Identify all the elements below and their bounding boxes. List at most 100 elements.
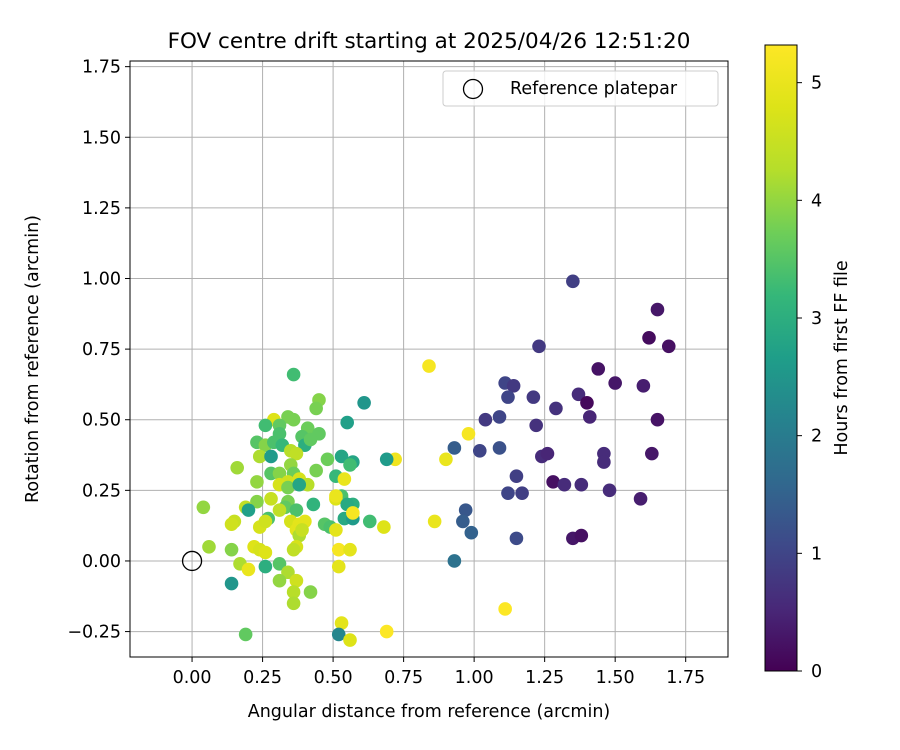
data-point xyxy=(258,418,273,433)
data-point xyxy=(286,542,301,557)
reference-platepar-marker xyxy=(181,550,203,572)
data-point xyxy=(331,559,346,574)
data-point xyxy=(289,503,304,517)
colorbar-tick-label: 2 xyxy=(811,427,822,447)
data-point xyxy=(334,616,349,630)
data-point xyxy=(492,441,507,455)
data-point xyxy=(582,410,597,424)
data-point xyxy=(439,452,453,467)
data-point xyxy=(202,540,216,554)
y-axis-ticks: −0.25 0.00 0.25 0.50 0.75 1.00 1.25 1.50 1.75 xyxy=(67,58,130,643)
data-point xyxy=(292,477,307,492)
plot-frame xyxy=(129,60,729,658)
data-point xyxy=(456,514,470,529)
data-point xyxy=(196,500,211,515)
x-tick-label: 0.75 xyxy=(384,668,423,688)
x-tick-label: 0.00 xyxy=(173,668,212,688)
data-point xyxy=(343,542,357,557)
data-point xyxy=(377,520,391,534)
data-point xyxy=(340,415,354,430)
data-point xyxy=(478,412,493,427)
data-point xyxy=(546,475,560,489)
data-point xyxy=(286,412,301,427)
data-point xyxy=(422,359,436,373)
data-point xyxy=(289,446,304,461)
data-point xyxy=(642,331,656,345)
data-point xyxy=(252,449,267,464)
data-point xyxy=(331,627,346,642)
y-tick-label: −0.25 xyxy=(67,623,121,643)
y-axis-label: Rotation from reference (arcmin) xyxy=(23,215,43,503)
grid xyxy=(130,61,728,657)
data-point xyxy=(464,525,479,540)
data-point xyxy=(337,472,352,486)
data-point xyxy=(357,395,371,410)
colorbar-tick-label: 0 xyxy=(811,662,822,682)
data-point xyxy=(362,514,377,529)
data-points xyxy=(181,274,676,647)
y-tick-label: 0.00 xyxy=(82,552,121,572)
data-point xyxy=(264,449,278,464)
data-point xyxy=(250,494,264,509)
data-point xyxy=(645,446,659,461)
data-point xyxy=(461,427,476,441)
y-tick-label: 1.00 xyxy=(82,269,121,289)
data-point xyxy=(224,576,239,591)
data-point xyxy=(264,492,278,506)
y-tick-label: 1.25 xyxy=(82,199,121,219)
data-point xyxy=(571,387,586,402)
data-point xyxy=(329,489,343,503)
data-point xyxy=(447,441,462,455)
data-point xyxy=(515,486,529,500)
data-point xyxy=(492,410,507,424)
data-point xyxy=(320,452,335,467)
data-point xyxy=(281,480,295,495)
data-point xyxy=(574,528,589,543)
data-point xyxy=(526,390,541,404)
data-point xyxy=(241,562,256,577)
data-point xyxy=(557,477,572,492)
data-point xyxy=(329,523,343,537)
data-point xyxy=(306,497,321,512)
data-point xyxy=(250,475,264,489)
x-axis-ticks: 0.00 0.25 0.50 0.75 1.00 1.25 1.50 1.75 xyxy=(173,657,705,688)
data-point xyxy=(529,418,543,433)
data-point xyxy=(566,274,580,289)
data-point xyxy=(549,401,563,416)
legend-marker-reference xyxy=(462,78,484,100)
data-point xyxy=(258,545,273,560)
data-point xyxy=(331,542,346,557)
colorbar-gradient xyxy=(764,44,798,672)
colorbar-tick-label: 4 xyxy=(811,191,822,211)
data-point xyxy=(602,483,617,498)
data-point xyxy=(224,542,239,557)
data-point xyxy=(650,412,665,427)
data-point xyxy=(379,624,394,639)
x-axis-label: Angular distance from reference (arcmin) xyxy=(248,702,611,722)
data-point xyxy=(272,556,287,571)
data-point xyxy=(334,449,349,464)
data-point xyxy=(447,554,462,568)
data-point xyxy=(580,395,594,410)
data-point xyxy=(591,362,606,376)
y-tick-label: 1.50 xyxy=(82,128,121,148)
data-point xyxy=(281,565,295,580)
y-tick-label: 1.75 xyxy=(82,58,121,78)
plot-background xyxy=(130,61,728,657)
data-point xyxy=(295,523,309,537)
colorbar-tick-label: 5 xyxy=(811,74,822,94)
x-tick-label: 1.75 xyxy=(666,668,705,688)
x-tick-label: 0.50 xyxy=(314,668,353,688)
data-point xyxy=(379,452,394,467)
data-point xyxy=(574,477,589,492)
data-point xyxy=(633,492,648,506)
data-point xyxy=(650,302,665,317)
data-point xyxy=(272,573,287,588)
x-tick-label: 1.25 xyxy=(525,668,564,688)
data-point xyxy=(501,486,515,500)
data-point xyxy=(241,503,256,517)
x-tick-label: 1.50 xyxy=(596,668,635,688)
chart-title: FOV centre drift starting at 2025/04/26 … xyxy=(168,29,691,54)
data-point xyxy=(303,585,318,599)
